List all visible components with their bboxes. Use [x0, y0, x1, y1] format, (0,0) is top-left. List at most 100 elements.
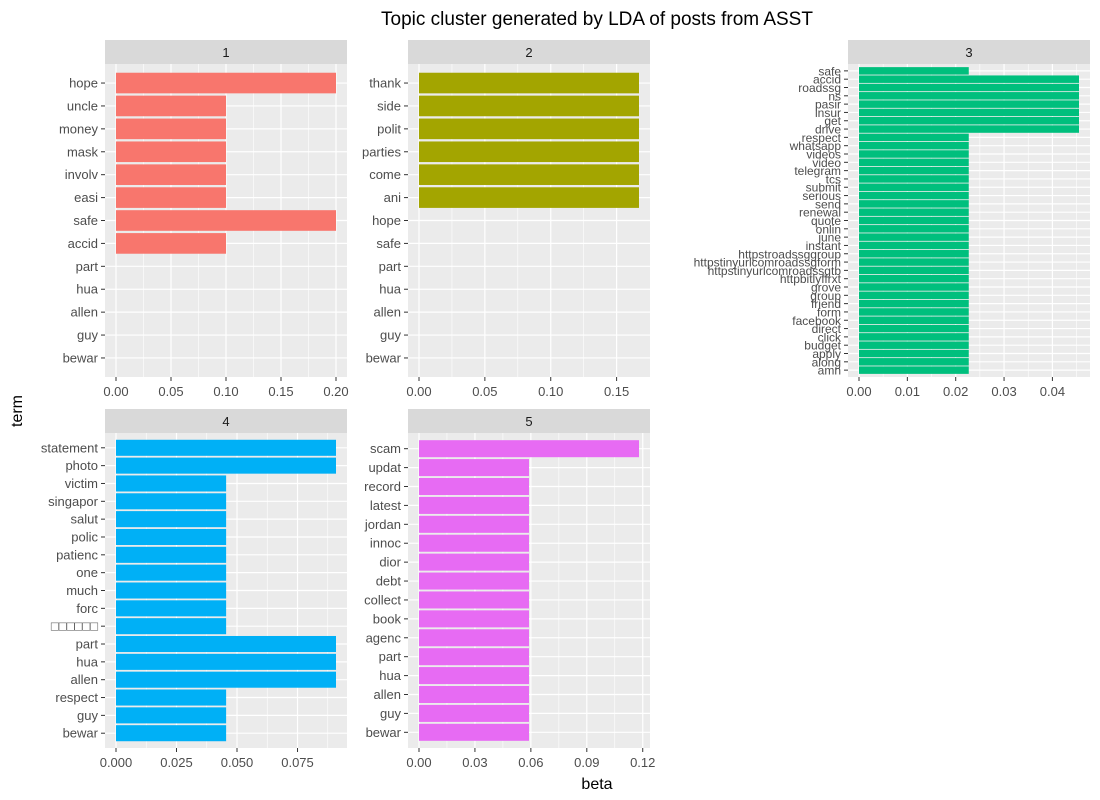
y-tick-label: hope	[372, 213, 401, 228]
y-tick-label: dior	[379, 555, 401, 570]
x-tick-label: 0.05	[158, 384, 183, 399]
bar-patienc	[116, 546, 227, 563]
y-tick-label: allen	[71, 305, 98, 320]
y-tick-label: safe	[73, 213, 98, 228]
y-tick-label: statement	[41, 440, 98, 455]
y-tick-label: june	[817, 231, 841, 245]
y-tick-label: along	[812, 355, 841, 369]
y-tick-label: roadssg	[798, 81, 841, 95]
bar-thank	[419, 72, 639, 94]
y-tick-label: involv	[65, 167, 99, 182]
y-axis-title: term	[9, 395, 26, 427]
x-tick-label: 0.000	[100, 755, 133, 770]
y-tick-label: bewar	[63, 350, 99, 365]
y-tick-label: side	[377, 98, 401, 113]
panel-topic-2: 2 thank side polit parties come ani hope safe par…	[362, 40, 650, 399]
y-tick-label: group	[810, 289, 841, 303]
x-tick-label: 0.09	[574, 755, 599, 770]
bar-involv	[116, 164, 226, 185]
y-tick-label: guy	[77, 328, 98, 343]
bar-insur	[859, 108, 1079, 117]
y-tick-label: part	[76, 259, 99, 274]
y-tick-label: scam	[370, 441, 401, 456]
y-tick-label: part	[379, 259, 402, 274]
x-tick-label: 0.03	[462, 755, 487, 770]
bar-one	[116, 564, 227, 581]
x-tick-label: 0.10	[538, 384, 563, 399]
y-tick-label: instant	[806, 239, 842, 253]
x-tick-label: 0.025	[160, 755, 193, 770]
x-tick-label: 0.02	[943, 384, 968, 399]
y-tick-label: httpbitlyffrxt	[780, 272, 842, 286]
bar-statement	[116, 439, 336, 456]
bar-roadssg	[859, 83, 1079, 92]
y-tick-label: apply	[812, 347, 841, 361]
y-tick-label: facebook	[792, 314, 842, 328]
bar-ns	[859, 92, 1079, 100]
y-tick-label: polic	[71, 529, 98, 544]
y-tick-label: guy	[380, 328, 401, 343]
facet-strip-label: 5	[525, 414, 532, 429]
y-tick-label: video	[812, 156, 841, 170]
x-tick-label: 0.00	[406, 384, 431, 399]
y-tick-label: direct	[812, 322, 842, 336]
bar-agenc	[419, 629, 529, 647]
bar-allen	[419, 685, 529, 704]
x-tick-label: 0.12	[630, 755, 655, 770]
bar-part	[116, 635, 336, 653]
y-tick-label: whatsapp	[789, 139, 842, 153]
y-tick-label: drive	[815, 123, 841, 137]
bar-polit	[419, 118, 639, 140]
y-tick-label: money	[59, 121, 99, 136]
y-tick-label: hua	[76, 654, 98, 669]
y-tick-label: hua	[379, 668, 401, 683]
bar-photo	[116, 457, 336, 474]
y-tick-label: patienc	[56, 547, 98, 562]
facet-strip	[105, 409, 347, 433]
panel-topic-5: 5 scam updat record latest jordan innoc dior deb…	[364, 409, 655, 770]
bar-hua	[116, 653, 336, 670]
y-tick-label: uncle	[67, 98, 98, 113]
y-tick-label: allen	[374, 687, 401, 702]
bar-parties	[419, 141, 639, 163]
y-tick-label: collect	[364, 592, 401, 607]
bar-updat	[419, 459, 529, 477]
bar-collect	[419, 591, 529, 609]
bar-uncle	[116, 95, 226, 117]
x-tick-label: 0.15	[604, 384, 629, 399]
y-tick-label: safe	[376, 236, 401, 251]
y-tick-label: bewar	[366, 725, 402, 740]
facet-strip-label: 1	[222, 45, 229, 60]
bar-hope	[116, 72, 336, 94]
y-tick-label: guy	[77, 708, 98, 723]
facet-strip-label: 2	[525, 45, 532, 60]
bar-httpstinyurlcomroadssgtb	[859, 266, 969, 275]
y-tick-label: telegram	[794, 164, 841, 178]
y-tick-label: much	[66, 583, 98, 598]
y-tick-label: part	[379, 649, 402, 664]
x-tick-label: 0.01	[895, 384, 920, 399]
bar-easi	[116, 187, 226, 208]
bar-victim	[116, 475, 227, 492]
x-tick-label: 0.04	[1040, 384, 1065, 399]
bar-side	[419, 95, 639, 117]
y-tick-label: mask	[67, 144, 99, 159]
bar-pasir	[859, 100, 1079, 108]
bar-serious	[859, 191, 969, 200]
y-tick-label: ani	[384, 190, 401, 205]
y-tick-label: victim	[65, 476, 98, 491]
bar-hua	[419, 667, 529, 685]
bar-accid	[116, 233, 226, 254]
y-tick-label: friend	[811, 297, 841, 311]
bar-instant	[859, 241, 969, 250]
bar-book	[419, 610, 529, 628]
bar-dior	[419, 553, 529, 571]
y-tick-label: hua	[76, 282, 98, 297]
x-tick-label: 0.15	[268, 384, 293, 399]
bar-httpstinyurlcomroadssgform	[859, 258, 969, 266]
y-tick-label: jordan	[364, 517, 401, 532]
facet-strip-label: 3	[965, 45, 972, 60]
y-tick-label: one	[76, 565, 98, 580]
bar-money	[116, 118, 226, 140]
